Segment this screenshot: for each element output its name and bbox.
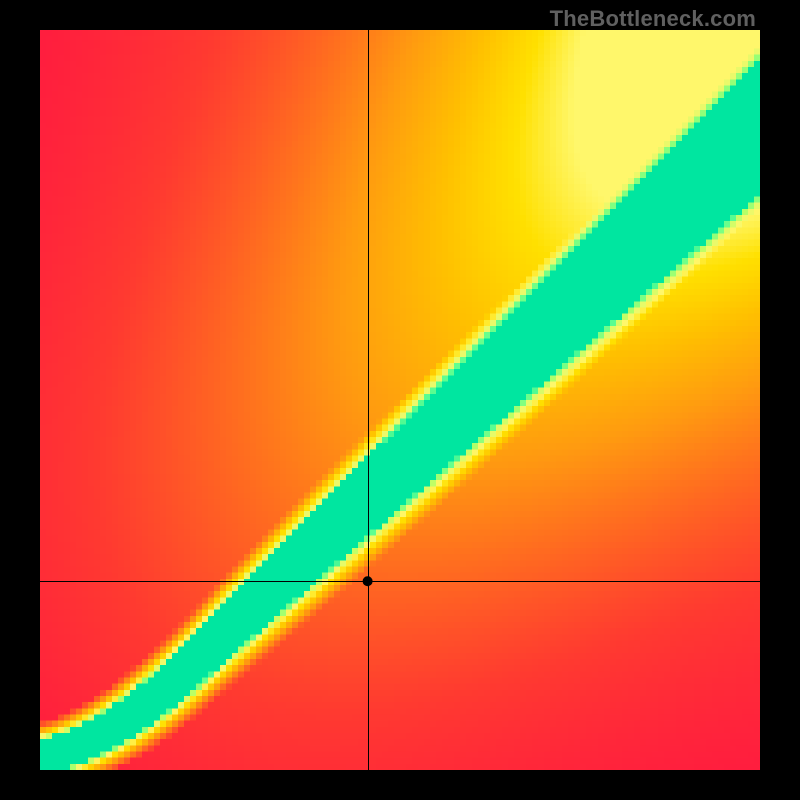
crosshair-overlay xyxy=(40,30,760,770)
chart-container: TheBottleneck.com xyxy=(0,0,800,800)
watermark-text: TheBottleneck.com xyxy=(550,6,756,32)
